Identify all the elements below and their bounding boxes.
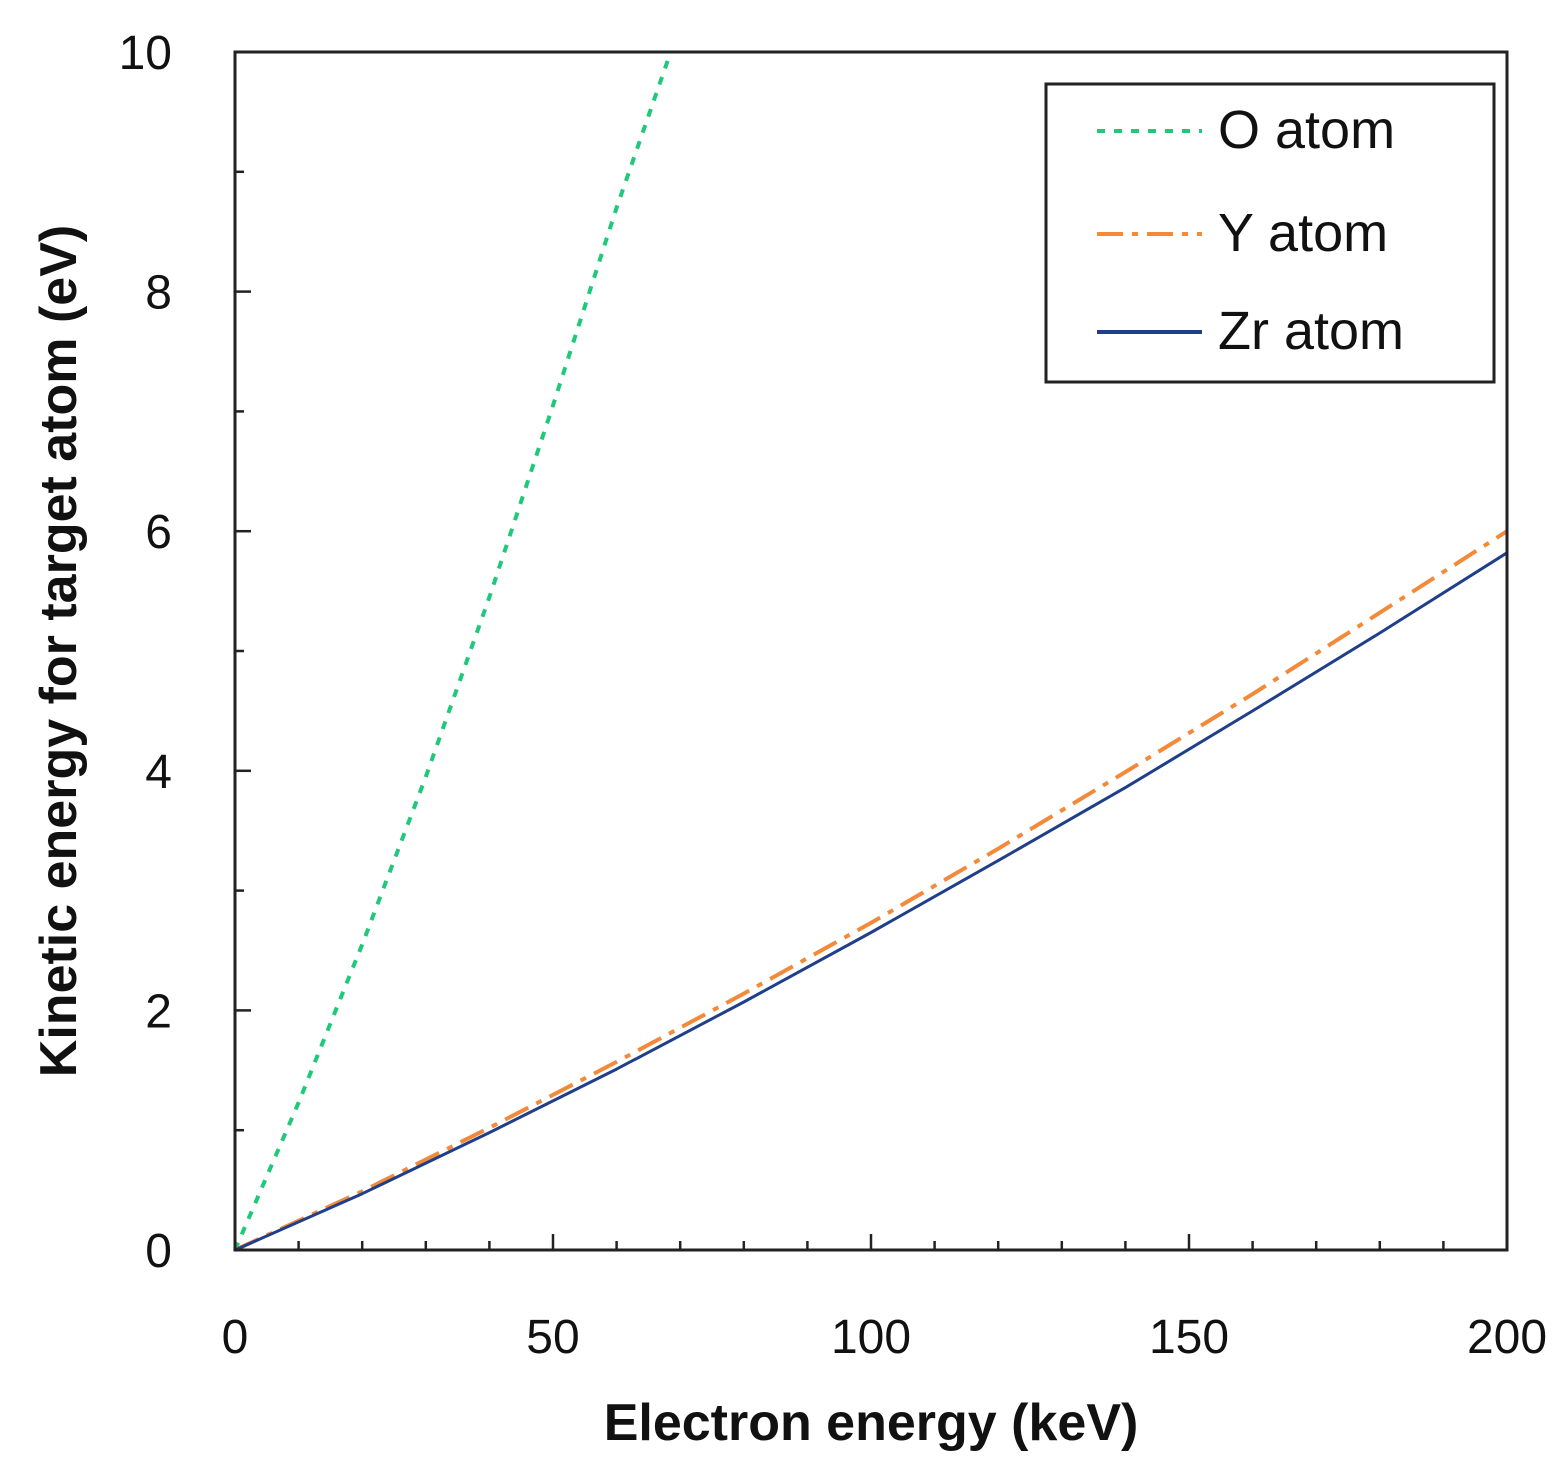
y-tick-label-6: 6 (145, 506, 172, 559)
y-axis-title: Kinetic energy for target atom (eV) (30, 225, 88, 1077)
legend-label-zr-atom: Zr atom (1218, 301, 1404, 361)
legend-label-y-atom: Y atom (1218, 203, 1388, 263)
y-tick-label-8: 8 (145, 267, 172, 320)
y-tick-label-2: 2 (145, 985, 172, 1038)
y-tick-label-4: 4 (145, 746, 172, 799)
series-layer (233, 51, 1509, 1252)
y-tick-label-10: 10 (119, 27, 172, 80)
x-axis-title: Electron energy (keV) (604, 1394, 1139, 1452)
x-tick-label-200: 200 (1467, 1311, 1547, 1364)
series-line-o-atom (233, 51, 673, 1251)
legend-label-o-atom: O atom (1218, 100, 1395, 160)
x-tick-label-100: 100 (831, 1311, 911, 1364)
tick-label-layer: 0 50 100 150 200 0 2 4 6 8 10 (119, 27, 1547, 1364)
x-tick-label-0: 0 (222, 1311, 249, 1364)
x-tick-label-50: 50 (526, 1311, 579, 1364)
series-line-zr-atom (234, 551, 1508, 1252)
x-tick-label-150: 150 (1149, 1311, 1229, 1364)
legend: O atom Y atom Zr atom (1044, 82, 1496, 384)
tick-layer (233, 50, 1509, 1252)
y-tick-label-0: 0 (145, 1225, 172, 1278)
series-line-y-atom (234, 529, 1509, 1252)
